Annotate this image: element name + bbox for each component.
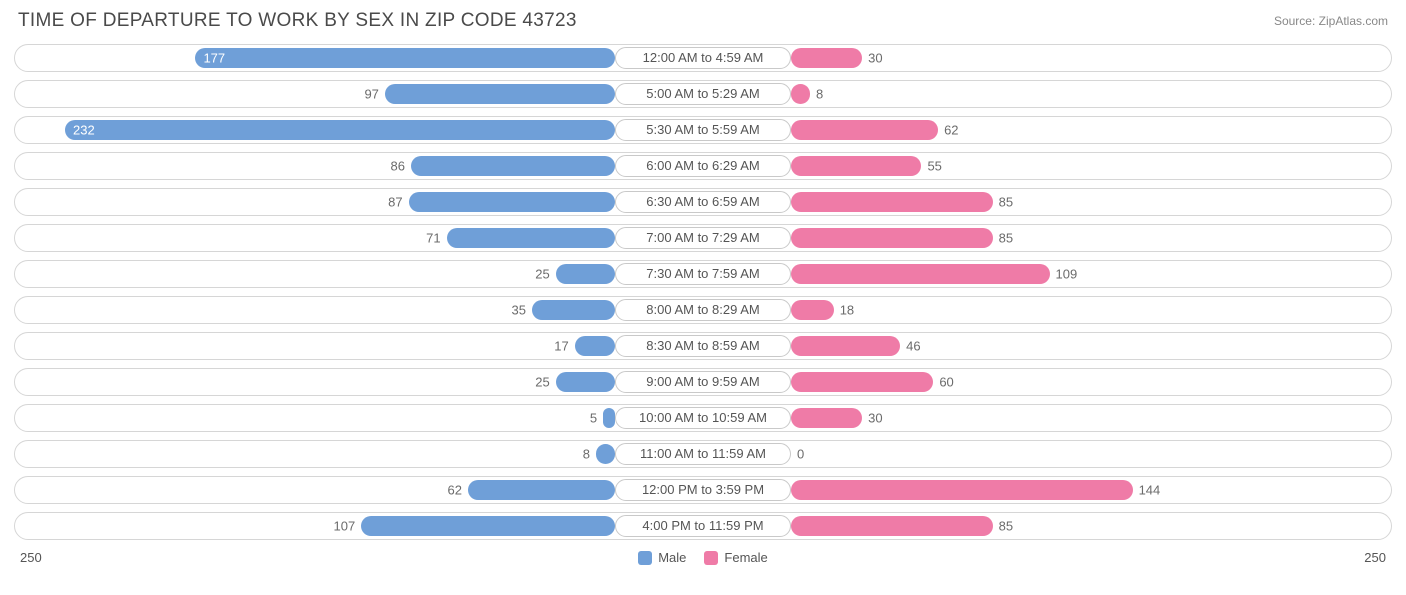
male-value: 177 [203, 51, 225, 66]
chart-row: 35 18 8:00 AM to 8:29 AM [14, 296, 1392, 324]
female-bar [791, 372, 933, 392]
chart-row: 8 0 11:00 AM to 11:59 AM [14, 440, 1392, 468]
female-value: 46 [906, 339, 920, 354]
female-bar [791, 84, 810, 104]
male-value: 5 [590, 411, 597, 426]
axis-right-max: 250 [1364, 550, 1386, 565]
chart-row: 17 46 8:30 AM to 8:59 AM [14, 332, 1392, 360]
category-label: 7:00 AM to 7:29 AM [615, 227, 791, 249]
legend-swatch-female [704, 551, 718, 565]
female-value: 109 [1056, 267, 1078, 282]
female-value: 85 [999, 231, 1013, 246]
male-bar [65, 120, 615, 140]
chart-row: 177 30 12:00 AM to 4:59 AM [14, 44, 1392, 72]
male-bar [596, 444, 615, 464]
male-bar [603, 408, 615, 428]
chart-row: 87 85 6:30 AM to 6:59 AM [14, 188, 1392, 216]
female-value: 18 [840, 303, 854, 318]
male-bar [409, 192, 615, 212]
male-bar [385, 84, 615, 104]
female-value: 30 [868, 411, 882, 426]
male-value: 17 [554, 339, 568, 354]
male-value: 35 [512, 303, 526, 318]
female-value: 144 [1139, 483, 1161, 498]
chart-row: 25 60 9:00 AM to 9:59 AM [14, 368, 1392, 396]
male-value: 62 [447, 483, 461, 498]
female-value: 60 [939, 375, 953, 390]
female-value: 62 [944, 123, 958, 138]
category-label: 4:00 PM to 11:59 PM [615, 515, 791, 537]
chart-row: 107 85 4:00 PM to 11:59 PM [14, 512, 1392, 540]
female-value: 55 [927, 159, 941, 174]
female-bar [791, 300, 834, 320]
male-bar [556, 264, 615, 284]
male-value: 232 [73, 123, 95, 138]
chart-row: 71 85 7:00 AM to 7:29 AM [14, 224, 1392, 252]
female-bar [791, 336, 900, 356]
category-label: 10:00 AM to 10:59 AM [615, 407, 791, 429]
category-label: 12:00 AM to 4:59 AM [615, 47, 791, 69]
male-value: 107 [334, 519, 356, 534]
male-bar [411, 156, 615, 176]
female-value: 85 [999, 519, 1013, 534]
male-bar [361, 516, 615, 536]
female-value: 85 [999, 195, 1013, 210]
source-attribution: Source: ZipAtlas.com [1274, 10, 1388, 28]
female-value: 0 [797, 447, 804, 462]
chart-row: 62 144 12:00 PM to 3:59 PM [14, 476, 1392, 504]
chart-row: 25 109 7:30 AM to 7:59 AM [14, 260, 1392, 288]
category-label: 11:00 AM to 11:59 AM [615, 443, 791, 465]
female-bar [791, 228, 993, 248]
male-bar [195, 48, 615, 68]
female-bar [791, 408, 862, 428]
female-bar [791, 48, 862, 68]
male-bar [556, 372, 615, 392]
male-value: 87 [388, 195, 402, 210]
chart-row: 232 62 5:30 AM to 5:59 AM [14, 116, 1392, 144]
female-value: 30 [868, 51, 882, 66]
female-bar [791, 120, 938, 140]
category-label: 5:00 AM to 5:29 AM [615, 83, 791, 105]
female-bar [791, 156, 921, 176]
male-bar [532, 300, 615, 320]
category-label: 12:00 PM to 3:59 PM [615, 479, 791, 501]
diverging-bar-chart: 177 30 12:00 AM to 4:59 AM 97 8 5:00 AM to 5:… [14, 44, 1392, 540]
male-value: 25 [535, 375, 549, 390]
category-label: 6:00 AM to 6:29 AM [615, 155, 791, 177]
female-bar [791, 516, 993, 536]
category-label: 7:30 AM to 7:59 AM [615, 263, 791, 285]
female-bar [791, 192, 993, 212]
female-bar [791, 480, 1133, 500]
chart-title: TIME OF DEPARTURE TO WORK BY SEX IN ZIP … [18, 10, 577, 32]
legend-item-female: Female [704, 550, 767, 565]
legend: Male Female [638, 550, 768, 565]
category-label: 8:00 AM to 8:29 AM [615, 299, 791, 321]
male-value: 71 [426, 231, 440, 246]
category-label: 9:00 AM to 9:59 AM [615, 371, 791, 393]
chart-row: 86 55 6:00 AM to 6:29 AM [14, 152, 1392, 180]
chart-row: 97 8 5:00 AM to 5:29 AM [14, 80, 1392, 108]
legend-swatch-male [638, 551, 652, 565]
male-bar [575, 336, 615, 356]
male-value: 25 [535, 267, 549, 282]
female-bar [791, 264, 1050, 284]
legend-label-male: Male [658, 550, 686, 565]
category-label: 8:30 AM to 8:59 AM [615, 335, 791, 357]
female-value: 8 [816, 87, 823, 102]
category-label: 6:30 AM to 6:59 AM [615, 191, 791, 213]
male-bar [447, 228, 615, 248]
category-label: 5:30 AM to 5:59 AM [615, 119, 791, 141]
chart-row: 5 30 10:00 AM to 10:59 AM [14, 404, 1392, 432]
legend-item-male: Male [638, 550, 686, 565]
male-value: 8 [583, 447, 590, 462]
legend-label-female: Female [724, 550, 767, 565]
male-value: 97 [364, 87, 378, 102]
axis-left-max: 250 [20, 550, 42, 565]
male-bar [468, 480, 615, 500]
male-value: 86 [391, 159, 405, 174]
